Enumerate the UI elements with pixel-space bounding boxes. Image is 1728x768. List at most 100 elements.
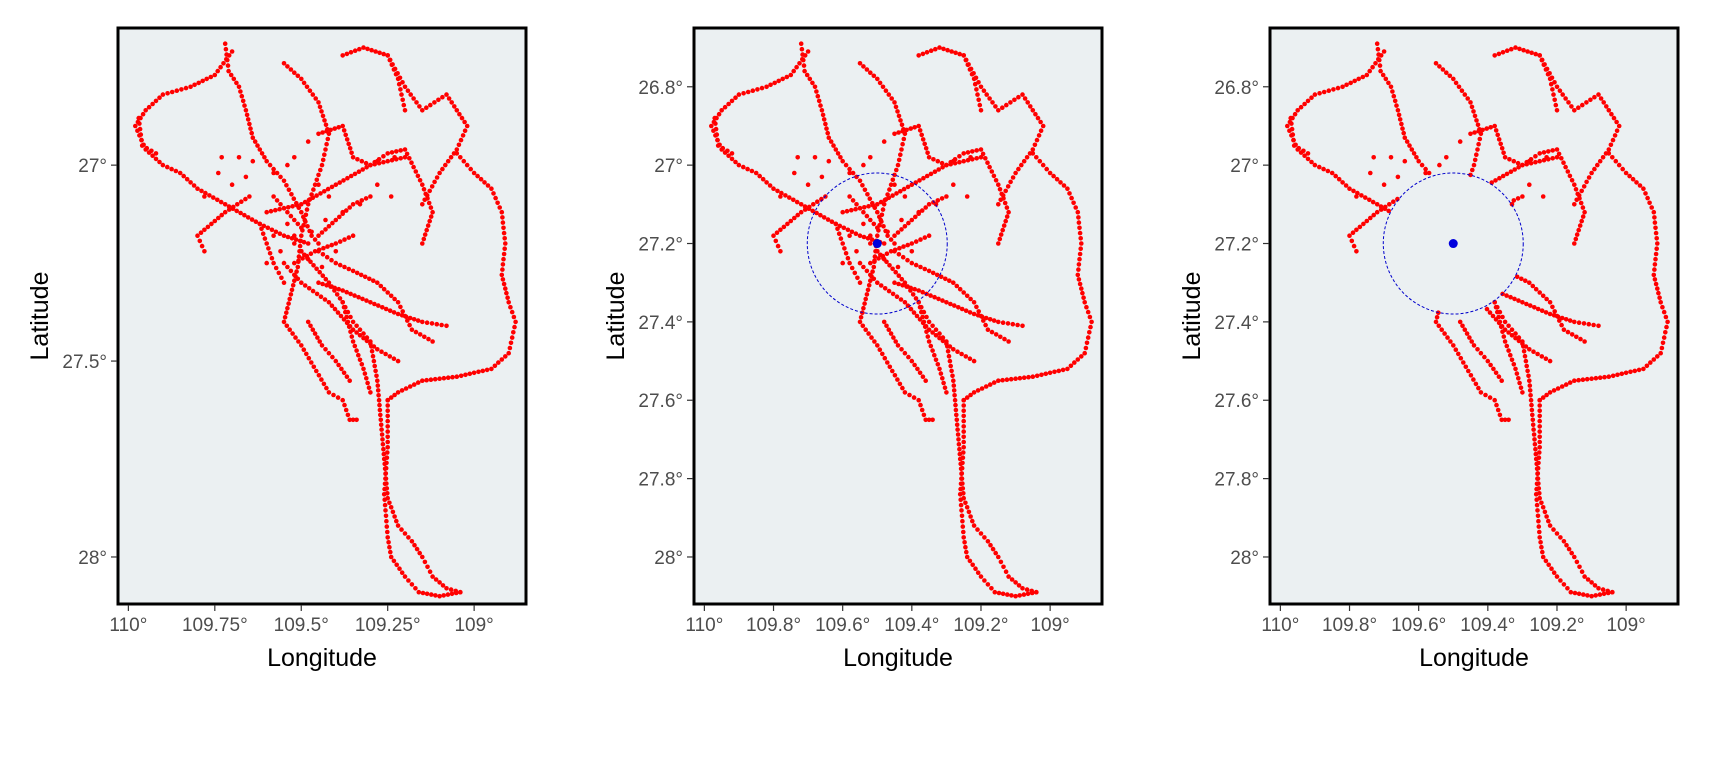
track-point (1087, 330, 1092, 335)
track-point (1566, 546, 1572, 552)
track-point (1423, 166, 1428, 172)
track-point (1409, 147, 1415, 152)
track-point (1065, 186, 1070, 191)
track-point (1495, 132, 1500, 138)
buffer-circle (1382, 172, 1524, 315)
track-point (1606, 108, 1612, 113)
track-point (330, 354, 335, 360)
track-point (1478, 390, 1484, 395)
track-point (1370, 199, 1376, 205)
track-point (1001, 223, 1007, 228)
track-point (896, 281, 901, 287)
track-point (1378, 68, 1383, 74)
track-point (1077, 256, 1082, 262)
track-point (219, 155, 224, 160)
track-point (1554, 108, 1560, 113)
track-point (1414, 155, 1419, 160)
track-point (1453, 347, 1459, 353)
track-point (368, 390, 373, 395)
track-point (288, 268, 294, 274)
track-point (1509, 357, 1515, 363)
track-point (973, 566, 978, 571)
track-point (1004, 377, 1010, 383)
track-point (802, 68, 807, 74)
track-point (441, 375, 447, 381)
track-point (395, 300, 401, 305)
track-point (504, 290, 509, 296)
track-point (153, 98, 159, 104)
track-point (962, 540, 967, 545)
track-point (358, 272, 364, 278)
x-tick-label: 110° (109, 615, 147, 636)
track-point (343, 407, 349, 413)
track-point (1084, 340, 1090, 346)
track-point (1531, 427, 1536, 432)
track-point (402, 155, 408, 160)
track-point (1527, 378, 1532, 384)
track-point (726, 153, 731, 158)
track-point (1005, 321, 1011, 326)
track-point (464, 123, 470, 129)
track-point (1032, 142, 1038, 148)
track-point (1493, 304, 1499, 310)
track-point (344, 137, 350, 142)
track-point (1416, 158, 1421, 164)
track-point (886, 327, 892, 333)
track-point (775, 243, 781, 249)
track-point (369, 47, 374, 53)
track-point (1473, 381, 1479, 387)
track-point (458, 589, 463, 595)
y-tick-label: 27.2° (1214, 235, 1259, 256)
track-point (375, 378, 380, 384)
track-point (273, 265, 279, 271)
track-point (1426, 170, 1432, 176)
track-point (850, 170, 856, 176)
track-point (1367, 68, 1372, 74)
track-point (434, 175, 440, 180)
track-point (1546, 562, 1551, 568)
track-point (1391, 93, 1397, 99)
track-point (819, 174, 825, 180)
track-point (815, 199, 820, 204)
track-point (881, 224, 886, 229)
track-point (714, 132, 720, 137)
track-point (951, 158, 956, 164)
track-point (926, 319, 932, 325)
track-point (138, 132, 144, 137)
y-tick-label: 27.8° (638, 470, 683, 491)
track-point (1506, 348, 1511, 353)
track-point (919, 407, 925, 413)
track-point (1015, 322, 1020, 328)
track-point (1000, 105, 1005, 110)
track-point (424, 227, 430, 233)
track-point (361, 331, 366, 336)
track-point (810, 80, 815, 86)
track-point (318, 294, 324, 300)
track-point (316, 100, 321, 105)
track-point (271, 170, 276, 176)
track-point (1423, 170, 1428, 176)
track-point (928, 48, 934, 53)
map-svg: 110° 109.8° 109.6° 109.4° 109.2° 109°26.8°27°… (1178, 26, 1680, 672)
track-point (863, 327, 868, 333)
track-point (778, 249, 783, 254)
track-point (1364, 72, 1370, 78)
track-point (804, 72, 810, 78)
track-point (924, 314, 929, 320)
track-point (1530, 283, 1536, 289)
track-point (922, 141, 927, 147)
track-point (1540, 194, 1546, 199)
track-point (388, 549, 393, 555)
track-point (375, 347, 380, 352)
track-point (346, 235, 352, 240)
track-point (1580, 205, 1586, 210)
track-point (967, 356, 973, 362)
track-point (260, 231, 266, 236)
track-point (236, 155, 242, 160)
track-point (1437, 64, 1442, 69)
x-tick-label: 109.2° (953, 615, 1008, 636)
track-point (1484, 306, 1490, 312)
track-point (398, 87, 403, 92)
track-point (295, 73, 301, 79)
track-point (1496, 374, 1502, 380)
